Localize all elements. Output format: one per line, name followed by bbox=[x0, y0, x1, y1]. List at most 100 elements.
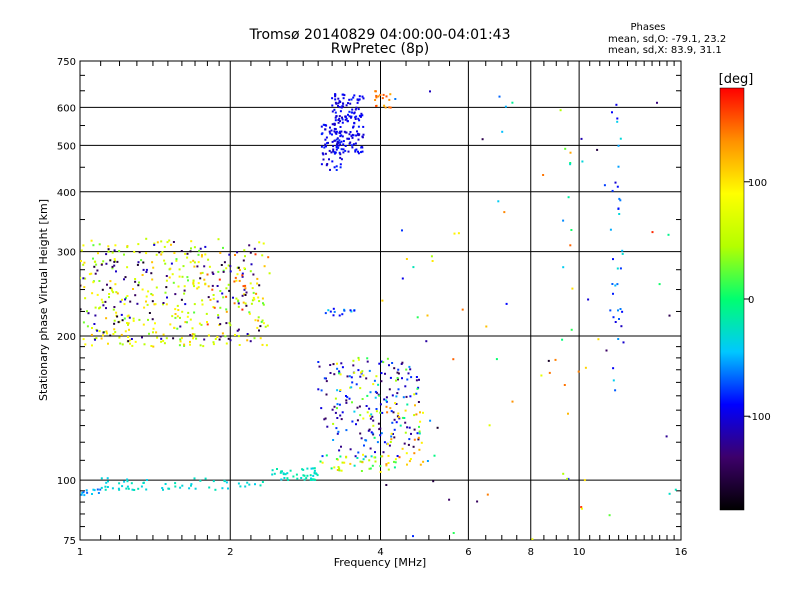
data-point bbox=[271, 469, 274, 472]
data-point bbox=[333, 108, 336, 111]
data-point bbox=[207, 296, 210, 299]
data-point bbox=[197, 253, 200, 256]
data-point bbox=[564, 147, 567, 150]
data-point bbox=[348, 137, 350, 140]
data-point bbox=[206, 273, 209, 276]
data-point bbox=[395, 421, 398, 424]
data-point bbox=[342, 97, 345, 100]
data-point bbox=[335, 458, 338, 460]
data-point bbox=[126, 246, 129, 249]
data-point bbox=[335, 145, 338, 148]
data-point bbox=[497, 200, 500, 203]
data-point bbox=[271, 473, 274, 476]
data-point bbox=[82, 277, 85, 280]
data-point bbox=[335, 102, 338, 105]
data-point bbox=[83, 494, 86, 497]
data-point bbox=[374, 90, 377, 93]
data-point bbox=[336, 141, 339, 144]
data-point bbox=[361, 370, 364, 373]
data-point bbox=[113, 264, 116, 267]
data-point bbox=[608, 514, 611, 517]
data-point bbox=[562, 472, 565, 475]
data-point bbox=[116, 315, 119, 318]
data-point bbox=[229, 270, 232, 273]
data-point bbox=[335, 165, 338, 168]
data-point bbox=[243, 249, 246, 252]
data-point bbox=[227, 283, 230, 286]
data-point bbox=[267, 256, 270, 259]
data-point bbox=[261, 319, 264, 322]
data-point bbox=[263, 265, 266, 268]
data-point bbox=[105, 307, 107, 310]
data-point bbox=[305, 477, 308, 480]
data-point bbox=[184, 303, 187, 306]
data-point bbox=[621, 252, 624, 255]
data-point bbox=[325, 136, 328, 139]
data-point bbox=[370, 413, 373, 416]
data-point bbox=[364, 455, 367, 458]
data-point bbox=[209, 298, 212, 301]
data-point bbox=[193, 285, 195, 288]
data-point bbox=[389, 93, 392, 96]
data-point bbox=[353, 121, 356, 124]
data-point bbox=[248, 244, 251, 247]
data-point bbox=[331, 97, 334, 100]
data-point bbox=[358, 405, 361, 408]
data-point bbox=[339, 156, 342, 159]
data-point bbox=[397, 412, 400, 415]
data-point bbox=[569, 151, 572, 154]
data-point bbox=[612, 316, 615, 319]
data-point bbox=[331, 133, 333, 136]
data-point bbox=[418, 425, 420, 428]
data-point bbox=[101, 288, 104, 291]
data-point bbox=[362, 125, 365, 128]
data-point bbox=[419, 420, 422, 423]
data-point bbox=[243, 267, 246, 270]
data-point bbox=[338, 467, 341, 470]
data-point bbox=[350, 116, 352, 119]
x-tick-label: 6 bbox=[465, 547, 471, 558]
data-point bbox=[352, 359, 355, 362]
data-point bbox=[616, 185, 619, 188]
data-point bbox=[342, 102, 345, 105]
data-point bbox=[203, 338, 206, 341]
data-point bbox=[380, 372, 383, 375]
data-point bbox=[253, 337, 256, 340]
data-point bbox=[162, 339, 165, 342]
data-point bbox=[431, 260, 434, 262]
data-point bbox=[388, 388, 391, 391]
data-point bbox=[141, 274, 144, 276]
data-point bbox=[107, 250, 110, 253]
data-point bbox=[212, 341, 215, 344]
data-point bbox=[394, 402, 397, 405]
data-point bbox=[429, 90, 431, 93]
data-point bbox=[369, 414, 371, 417]
data-point bbox=[326, 142, 328, 145]
data-point bbox=[333, 466, 336, 469]
data-point bbox=[320, 389, 323, 392]
data-point bbox=[321, 152, 324, 155]
data-point bbox=[361, 136, 364, 139]
data-point bbox=[362, 453, 364, 456]
data-point bbox=[189, 343, 191, 346]
data-point bbox=[295, 473, 298, 476]
data-point bbox=[554, 358, 557, 361]
data-point bbox=[221, 332, 224, 335]
data-point bbox=[340, 148, 343, 151]
x-tick-label: 1 bbox=[77, 547, 83, 558]
data-point bbox=[320, 125, 323, 128]
colorbar-gradient bbox=[719, 87, 745, 511]
data-point bbox=[337, 97, 340, 100]
data-point bbox=[353, 410, 356, 413]
data-point bbox=[375, 96, 378, 99]
y-tick-label: 200 bbox=[57, 332, 76, 343]
data-point bbox=[150, 345, 153, 347]
data-point bbox=[366, 357, 369, 360]
data-point bbox=[121, 485, 124, 488]
data-point bbox=[145, 488, 148, 491]
data-point bbox=[338, 372, 341, 375]
data-point bbox=[667, 233, 670, 236]
data-point bbox=[335, 169, 338, 171]
data-point bbox=[212, 343, 215, 346]
data-point bbox=[385, 400, 388, 403]
